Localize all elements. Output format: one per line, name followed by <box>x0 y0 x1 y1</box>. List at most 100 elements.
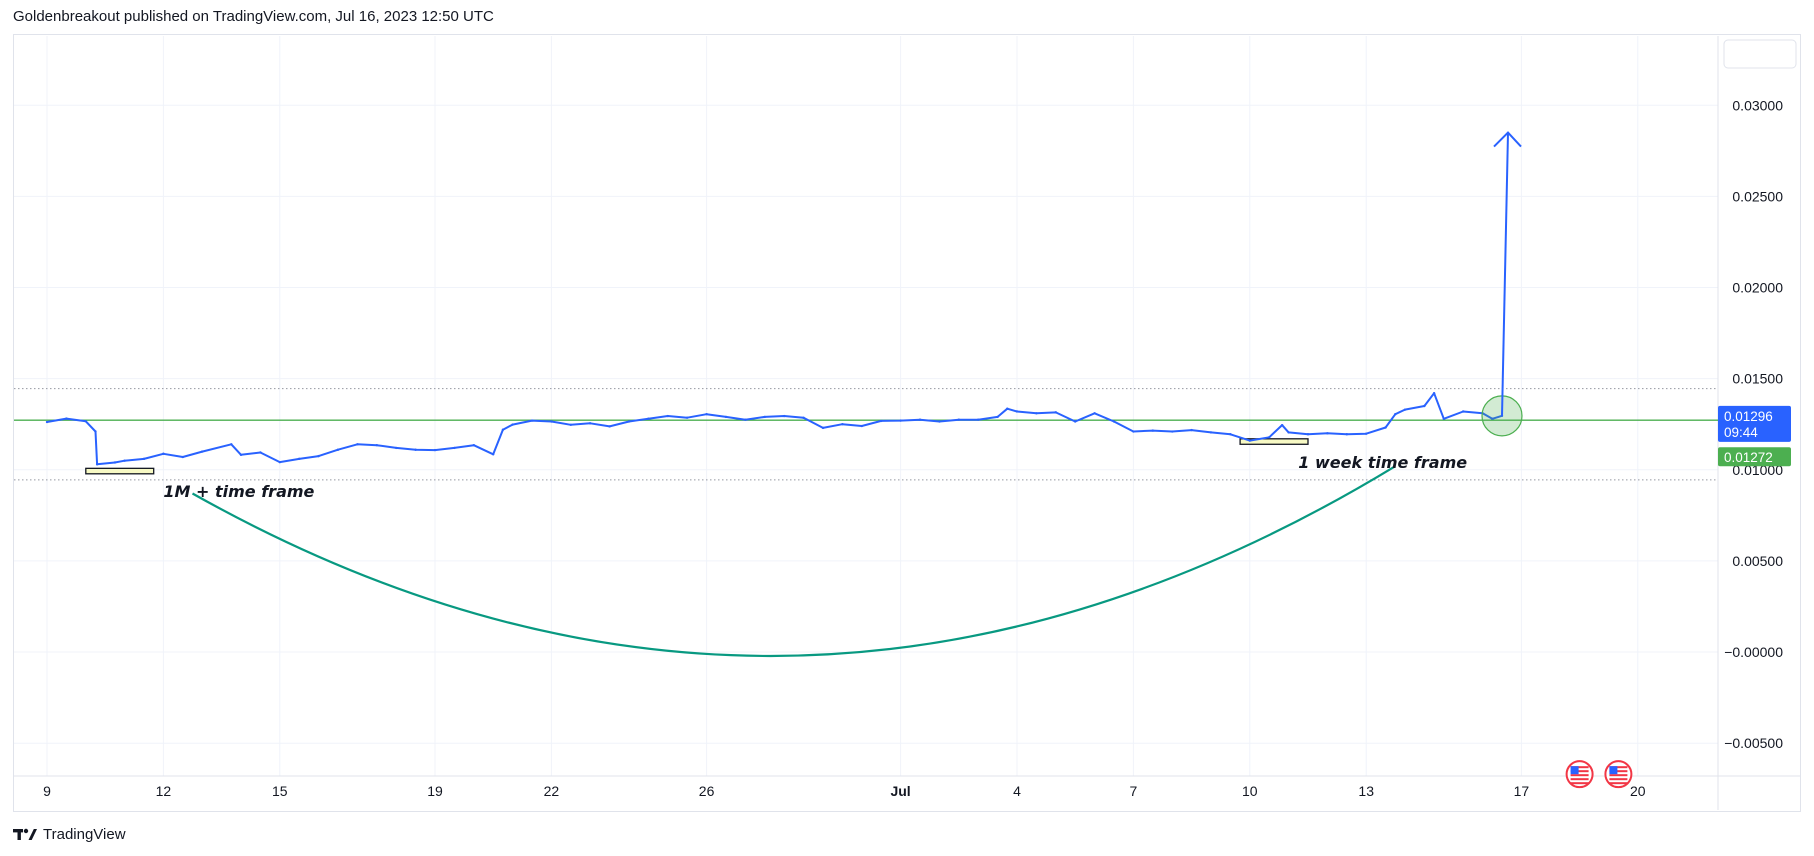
data-point <box>492 453 495 456</box>
data-point <box>65 417 68 420</box>
x-tick-label: 13 <box>1358 783 1374 799</box>
data-point <box>1074 420 1077 423</box>
x-tick-label: 17 <box>1514 783 1530 799</box>
data-point <box>1006 407 1009 410</box>
data-point <box>1054 411 1058 414</box>
data-point <box>1432 392 1436 395</box>
data-point <box>1171 430 1174 433</box>
data-point <box>1151 429 1155 432</box>
y-tick-label: −0.00500 <box>1724 735 1783 751</box>
y-tick-label: 0.02500 <box>1732 188 1783 204</box>
data-point <box>375 443 378 447</box>
data-point <box>686 416 689 419</box>
tradingview-brand[interactable]: TradingView <box>13 826 126 843</box>
data-point <box>783 414 786 418</box>
data-point <box>1306 433 1310 436</box>
data-point <box>45 420 49 424</box>
data-point <box>705 413 708 416</box>
data-point <box>1326 432 1329 435</box>
x-tick-label: 22 <box>544 783 560 799</box>
data-point <box>162 452 165 455</box>
data-point <box>724 415 728 419</box>
data-point <box>230 443 233 446</box>
data-point <box>821 426 825 430</box>
data-point <box>1248 439 1252 442</box>
tradingview-brand-label: TradingView <box>43 826 126 843</box>
level-price-tag-label: 0.01272 <box>1724 450 1773 465</box>
flag-stripe <box>1570 782 1589 785</box>
data-point <box>744 418 747 421</box>
y-tick-label: 0.00500 <box>1732 553 1783 569</box>
data-point <box>1280 423 1284 427</box>
data-point <box>763 415 766 419</box>
data-point <box>142 457 146 461</box>
data-point <box>1268 436 1271 439</box>
data-point <box>84 420 88 423</box>
data-point <box>918 418 922 421</box>
data-point <box>1394 413 1397 416</box>
flag-stripe <box>1609 770 1628 773</box>
y-tick-label: 0.01500 <box>1732 371 1783 387</box>
data-point <box>569 423 572 426</box>
data-point <box>433 448 437 452</box>
data-point <box>899 419 902 422</box>
data-point <box>1442 417 1446 420</box>
flag-canton <box>1570 766 1579 775</box>
projection-arrow[interactable] <box>1501 132 1509 416</box>
data-point <box>317 454 320 458</box>
flag-stripe <box>1570 774 1589 777</box>
x-tick-label: 4 <box>1013 783 1021 799</box>
data-point <box>453 446 456 450</box>
last-price-tag-countdown: 09:44 <box>1724 425 1758 440</box>
flag-stripe <box>1609 778 1628 781</box>
x-tick-label: Jul <box>890 783 910 799</box>
data-point <box>1491 417 1494 420</box>
last-price-tag <box>1718 405 1791 442</box>
box-1m[interactable] <box>85 467 155 475</box>
data-point <box>511 423 514 426</box>
data-point <box>1093 412 1096 415</box>
data-point <box>841 423 844 426</box>
data-point <box>550 420 553 423</box>
flag-canton <box>1609 766 1618 775</box>
data-point <box>113 461 117 464</box>
data-point <box>239 453 243 457</box>
data-point <box>1015 410 1019 413</box>
data-point <box>414 448 417 451</box>
data-point <box>501 428 505 431</box>
publish-header: Goldenbreakout published on TradingView.… <box>13 8 494 25</box>
data-point <box>996 415 999 419</box>
flag-stripe <box>1609 774 1628 777</box>
data-point <box>1287 431 1290 434</box>
data-point <box>1209 431 1213 434</box>
level-price-tag <box>1718 447 1791 467</box>
x-tick-label: 7 <box>1130 783 1138 799</box>
arrow-head-icon <box>1493 131 1522 148</box>
data-point <box>1112 420 1116 423</box>
data-point <box>1423 404 1426 408</box>
data-point <box>1035 412 1038 415</box>
price-line[interactable] <box>46 392 1503 466</box>
x-tick-label: 10 <box>1242 783 1258 799</box>
data-point <box>1365 432 1368 435</box>
data-point <box>938 420 941 423</box>
data-point <box>627 420 631 423</box>
data-point <box>94 430 97 433</box>
data-point <box>95 463 99 466</box>
flag-stripe <box>1609 782 1628 785</box>
arc-curve[interactable] <box>191 465 1396 658</box>
data-point <box>259 451 262 454</box>
data-point <box>977 418 980 421</box>
data-point <box>1132 430 1135 433</box>
data-point <box>336 448 340 451</box>
data-point <box>666 414 669 418</box>
annotation-1m: 1M + time frame <box>163 482 314 501</box>
data-point <box>1403 408 1407 411</box>
axis-settings-button[interactable] <box>1723 39 1797 69</box>
last-price-tag-label: 0.01296 <box>1724 409 1773 424</box>
box-1w[interactable] <box>1239 438 1309 445</box>
y-tick-label: −0.00000 <box>1724 644 1783 660</box>
data-point <box>1384 426 1387 429</box>
y-tick-label: 0.03000 <box>1732 97 1783 113</box>
